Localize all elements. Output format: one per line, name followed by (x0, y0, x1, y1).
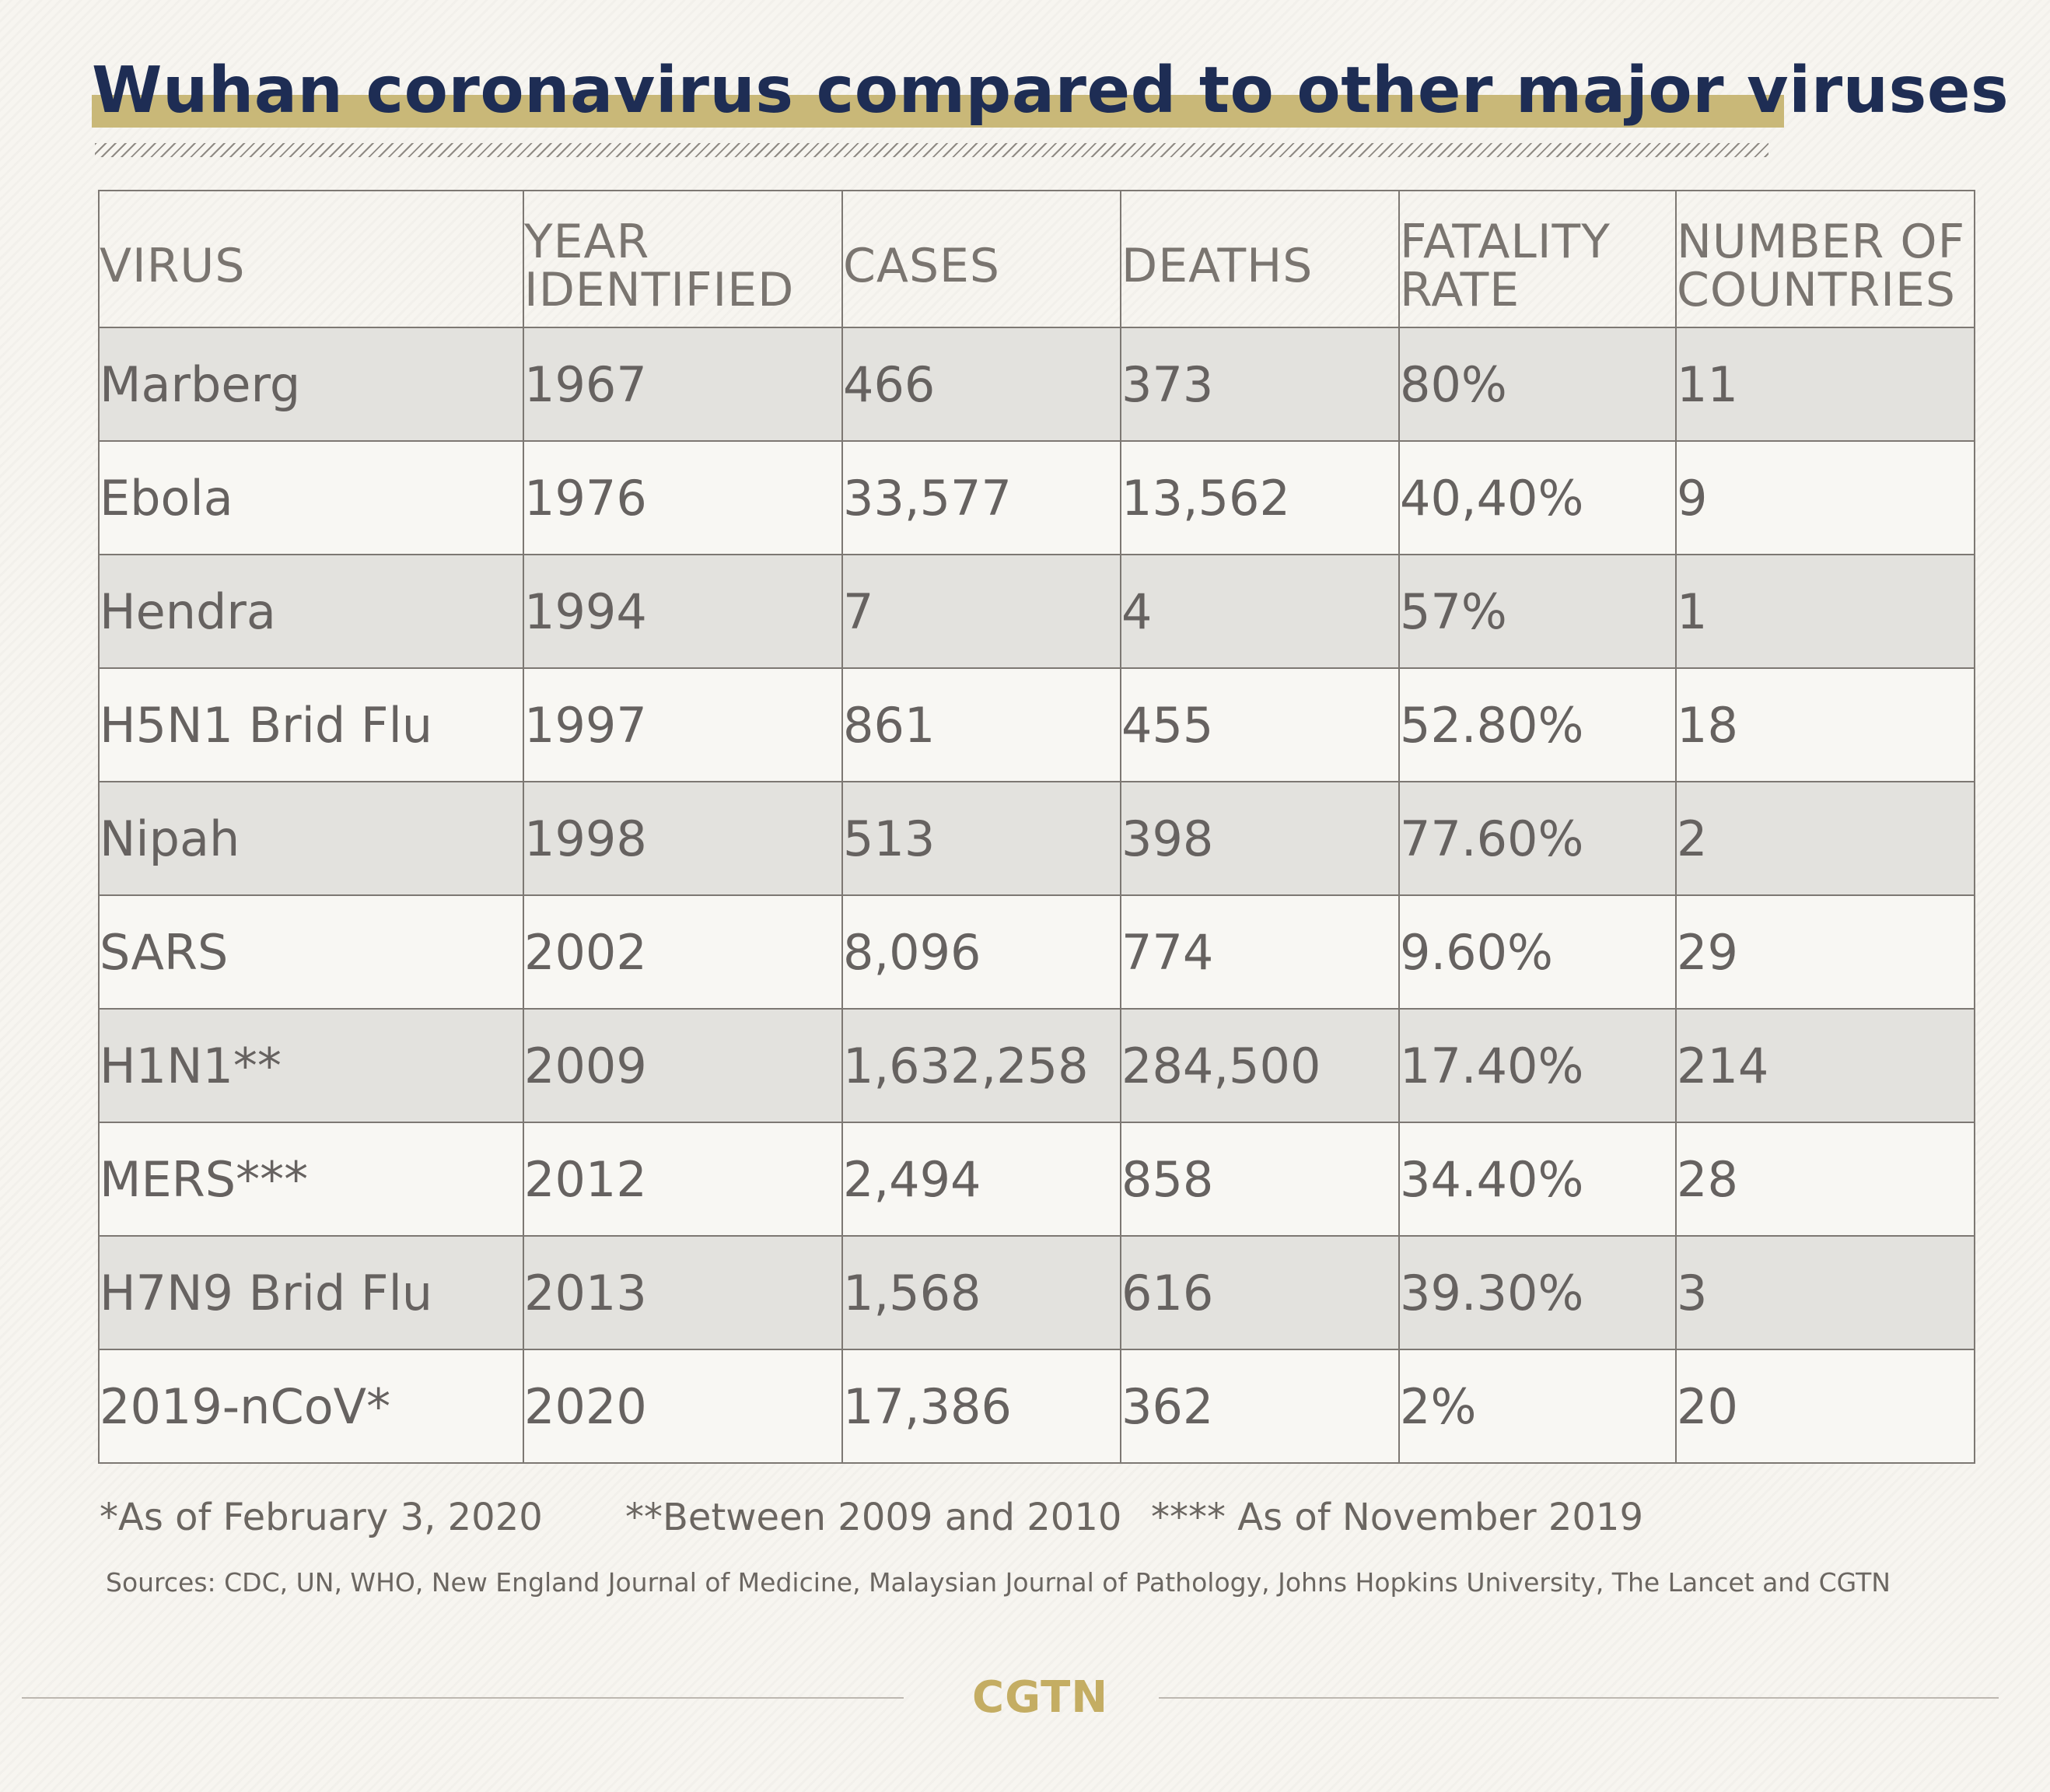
cell-virus: H1N1** (98, 1008, 524, 1123)
cell-number-of-countries: 20 (1675, 1349, 1975, 1464)
cell-deaths: 362 (1120, 1349, 1400, 1464)
table-header-row: VIRUS YEAR IDENTIFIED CASES DEATHS FATALI… (98, 190, 1975, 328)
cell-fatality-rate: 9.60% (1398, 894, 1677, 1010)
virus-comparison-table: VIRUS YEAR IDENTIFIED CASES DEATHS FATALI… (98, 190, 1975, 1464)
title-block: Wuhan coronavirus compared to other majo… (92, 48, 2009, 134)
cell-year-identified: 2013 (523, 1235, 843, 1350)
cell-number-of-countries: 9 (1675, 440, 1975, 555)
table-row: Marberg 1967 466 373 80% 11 (98, 327, 1975, 442)
cell-year-identified: 1967 (523, 327, 843, 442)
cell-deaths: 284,500 (1120, 1008, 1400, 1123)
cell-year-identified: 2009 (523, 1008, 843, 1123)
cell-number-of-countries: 29 (1675, 894, 1975, 1010)
cell-deaths: 858 (1120, 1122, 1400, 1237)
cell-deaths: 398 (1120, 781, 1400, 896)
cell-year-identified: 2012 (523, 1122, 843, 1237)
table-row: Nipah 1998 513 398 77.60% 2 (98, 781, 1975, 896)
cell-year-identified: 2002 (523, 894, 843, 1010)
chart-title: Wuhan coronavirus compared to other majo… (92, 54, 2010, 128)
cell-number-of-countries: 11 (1675, 327, 1975, 442)
header-number-of-countries: NUMBER OF COUNTRIES (1675, 190, 1975, 328)
header-year-identified: YEAR IDENTIFIED (523, 190, 843, 328)
cell-year-identified: 2020 (523, 1349, 843, 1464)
table-row: H1N1** 2009 1,632,258 284,500 17.40% 214 (98, 1008, 1975, 1123)
cell-cases: 8,096 (841, 894, 1121, 1010)
table-row: H7N9 Brid Flu 2013 1,568 616 39.30% 3 (98, 1235, 1975, 1350)
cell-deaths: 4 (1120, 554, 1400, 669)
cell-deaths: 13,562 (1120, 440, 1400, 555)
cell-fatality-rate: 77.60% (1398, 781, 1677, 896)
cell-fatality-rate: 57% (1398, 554, 1677, 669)
cell-deaths: 774 (1120, 894, 1400, 1010)
cell-virus: Hendra (98, 554, 524, 669)
cell-number-of-countries: 214 (1675, 1008, 1975, 1123)
cell-virus: H5N1 Brid Flu (98, 667, 524, 782)
cell-number-of-countries: 28 (1675, 1122, 1975, 1237)
cell-year-identified: 1997 (523, 667, 843, 782)
cell-year-identified: 1976 (523, 440, 843, 555)
cell-virus: 2019-nCoV* (98, 1349, 524, 1464)
title-highlight-bar (92, 95, 1784, 128)
cell-year-identified: 1994 (523, 554, 843, 669)
title-hatch-divider (95, 143, 1768, 157)
cell-cases: 2,494 (841, 1122, 1121, 1237)
cell-virus: MERS*** (98, 1122, 524, 1237)
cell-virus: Marberg (98, 327, 524, 442)
cell-cases: 33,577 (841, 440, 1121, 555)
footnote: **** As of November 2019 (1151, 1496, 1643, 1539)
cell-virus: H7N9 Brid Flu (98, 1235, 524, 1350)
cell-cases: 1,632,258 (841, 1008, 1121, 1123)
cell-cases: 17,386 (841, 1349, 1121, 1464)
cell-number-of-countries: 18 (1675, 667, 1975, 782)
table-row: SARS 2002 8,096 774 9.60% 29 (98, 894, 1975, 1010)
cell-number-of-countries: 2 (1675, 781, 1975, 896)
table-row: Hendra 1994 7 4 57% 1 (98, 554, 1975, 669)
cgtn-logo: CGTN (972, 1672, 1109, 1723)
cell-fatality-rate: 39.30% (1398, 1235, 1677, 1350)
cell-fatality-rate: 52.80% (1398, 667, 1677, 782)
footer-divider-right (1159, 1697, 1999, 1699)
sources-line: Sources: CDC, UN, WHO, New England Journ… (106, 1567, 1891, 1598)
cell-cases: 861 (841, 667, 1121, 782)
footnote: *As of February 3, 2020 (100, 1496, 543, 1539)
header-virus: VIRUS (98, 190, 524, 328)
cell-number-of-countries: 1 (1675, 554, 1975, 669)
cell-fatality-rate: 34.40% (1398, 1122, 1677, 1237)
footer-divider-left (22, 1697, 904, 1699)
table-row: 2019-nCoV* 2020 17,386 362 2% 20 (98, 1349, 1975, 1464)
table-row: H5N1 Brid Flu 1997 861 455 52.80% 18 (98, 667, 1975, 782)
cell-cases: 513 (841, 781, 1121, 896)
cell-fatality-rate: 80% (1398, 327, 1677, 442)
cell-cases: 7 (841, 554, 1121, 669)
cell-fatality-rate: 40,40% (1398, 440, 1677, 555)
table-row: Ebola 1976 33,577 13,562 40,40% 9 (98, 440, 1975, 555)
cell-cases: 1,568 (841, 1235, 1121, 1350)
cell-deaths: 373 (1120, 327, 1400, 442)
cell-virus: Ebola (98, 440, 524, 555)
cell-fatality-rate: 2% (1398, 1349, 1677, 1464)
cell-fatality-rate: 17.40% (1398, 1008, 1677, 1123)
table-body: Marberg 1967 466 373 80% 11 Ebola 1976 33,577 13,… (98, 327, 1975, 1464)
cell-deaths: 455 (1120, 667, 1400, 782)
header-fatality-rate: FATALITY RATE (1398, 190, 1677, 328)
header-cases: CASES (841, 190, 1121, 328)
cell-virus: Nipah (98, 781, 524, 896)
cell-year-identified: 1998 (523, 781, 843, 896)
header-deaths: DEATHS (1120, 190, 1400, 328)
cell-deaths: 616 (1120, 1235, 1400, 1350)
footnote: **Between 2009 and 2010 (625, 1496, 1122, 1539)
cell-virus: SARS (98, 894, 524, 1010)
cell-cases: 466 (841, 327, 1121, 442)
table-row: MERS*** 2012 2,494 858 34.40% 28 (98, 1122, 1975, 1237)
cell-number-of-countries: 3 (1675, 1235, 1975, 1350)
